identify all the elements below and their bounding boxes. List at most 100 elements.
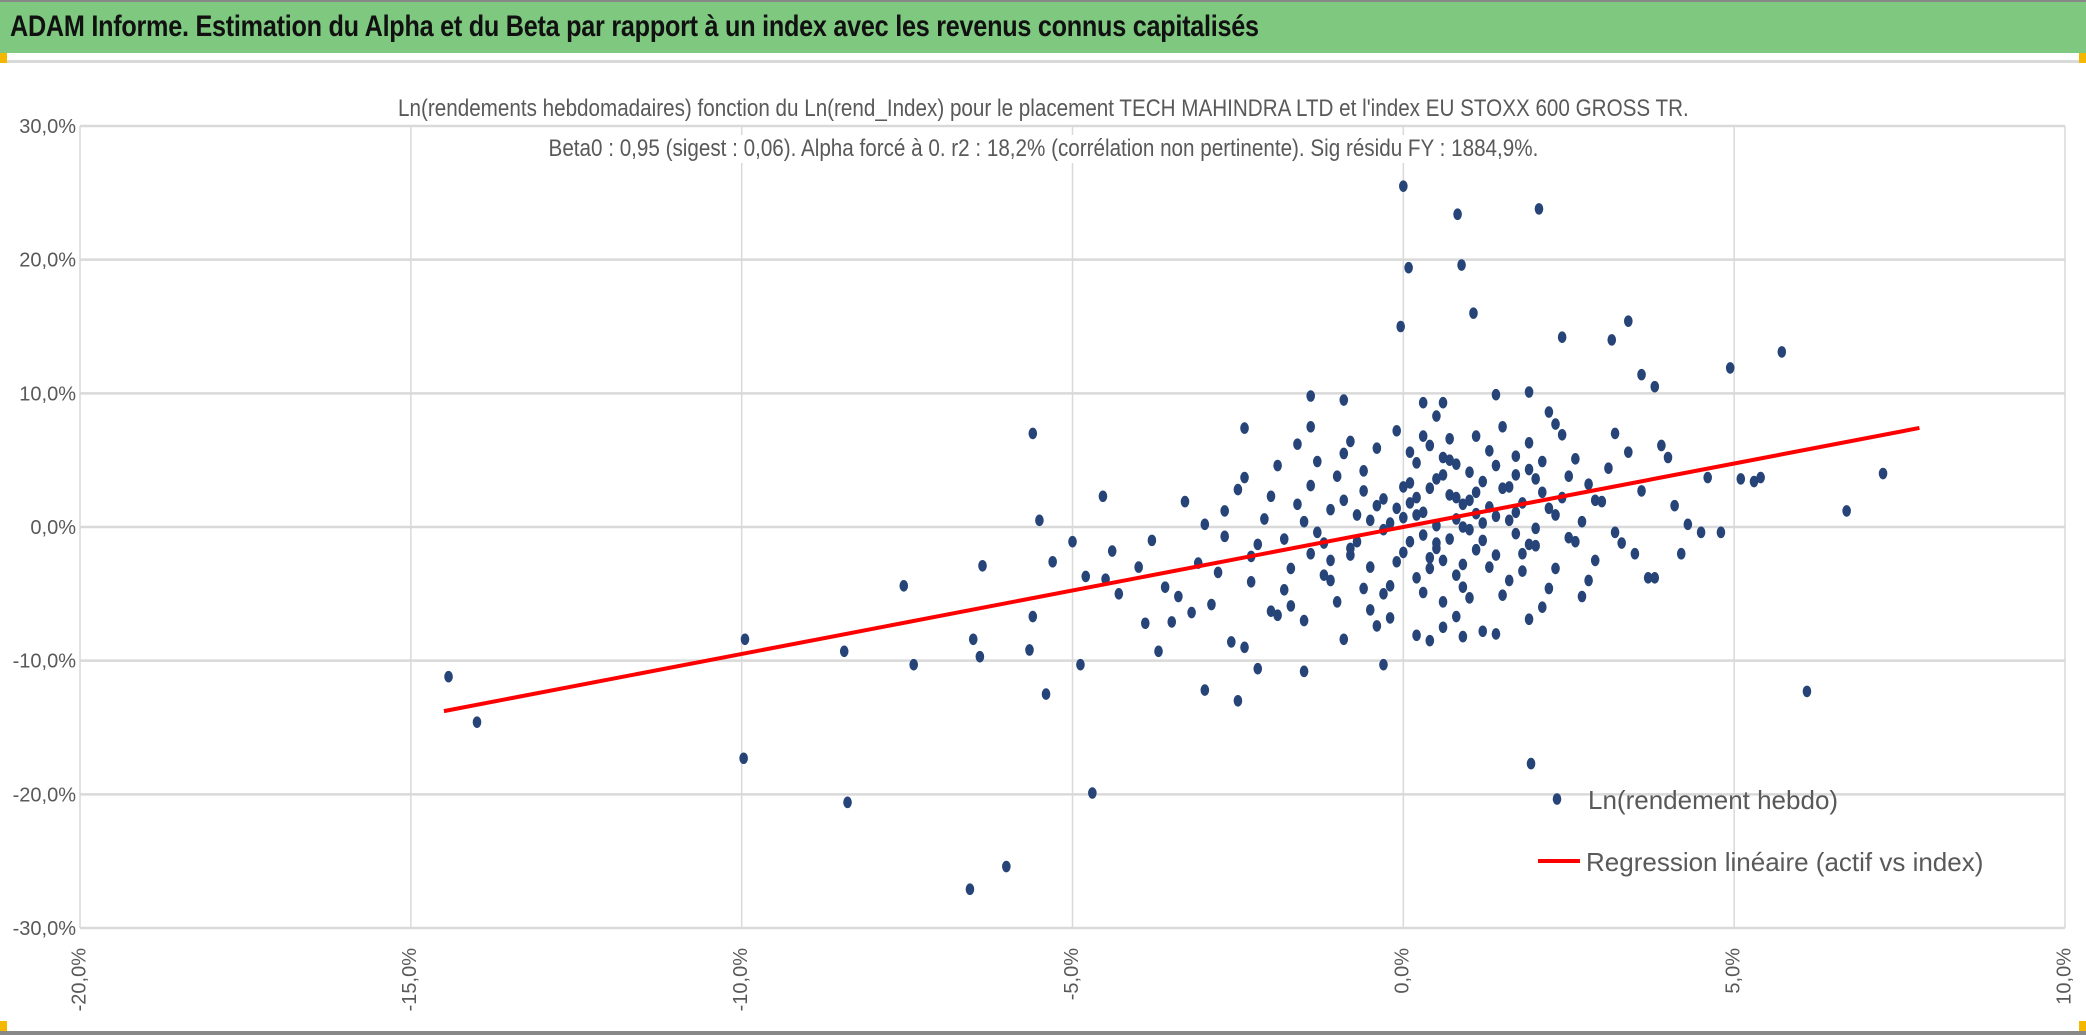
data-point xyxy=(1777,346,1787,358)
data-point xyxy=(1432,542,1441,555)
report-title: ADAM Informe. Estimation du Alpha et du … xyxy=(10,10,1259,43)
data-point xyxy=(1438,596,1448,608)
data-point xyxy=(1266,490,1276,503)
data-point xyxy=(1076,658,1085,671)
data-point xyxy=(1233,694,1243,707)
data-point xyxy=(1412,571,1421,584)
x-tick-label: -5,0% xyxy=(1061,948,1083,1000)
data-point xyxy=(1273,609,1282,622)
data-point xyxy=(1081,570,1091,583)
regression-line xyxy=(443,425,1920,714)
data-point xyxy=(1352,509,1362,521)
data-point xyxy=(1518,547,1527,560)
report-header: ADAM Informe. Estimation du Alpha et du … xyxy=(0,2,2086,53)
data-point xyxy=(1551,562,1560,575)
data-point xyxy=(1425,634,1435,647)
data-point xyxy=(1624,446,1633,458)
data-point xyxy=(1637,485,1646,497)
x-tick-label: -15,0% xyxy=(399,948,421,1012)
data-point xyxy=(1299,614,1309,627)
data-point xyxy=(1557,428,1567,441)
data-point xyxy=(1359,582,1368,595)
x-tick-label: -10,0% xyxy=(730,948,752,1012)
data-point xyxy=(1526,757,1536,770)
data-point xyxy=(1471,543,1481,556)
data-point xyxy=(1412,629,1421,642)
data-point xyxy=(1471,430,1481,442)
data-point xyxy=(1511,469,1521,481)
chart-subtitle-wrap: Beta0 : 0,95 (sigest : 0,06). Alpha forc… xyxy=(0,135,2086,163)
data-point xyxy=(1405,497,1415,509)
data-point xyxy=(1306,547,1315,560)
data-point xyxy=(1167,616,1177,628)
data-point xyxy=(1240,422,1249,434)
data-point xyxy=(1457,259,1466,271)
data-point xyxy=(1048,555,1057,568)
data-point xyxy=(1412,509,1421,521)
data-point xyxy=(1233,483,1243,496)
data-point xyxy=(1524,463,1534,476)
x-tick-label: 0,0% xyxy=(1392,948,1414,994)
data-point xyxy=(1418,430,1428,442)
data-point xyxy=(1425,482,1435,495)
data-point xyxy=(1425,439,1435,452)
data-point xyxy=(1584,478,1593,491)
data-point xyxy=(1286,600,1296,612)
data-point xyxy=(1319,569,1329,581)
data-point xyxy=(1399,511,1408,524)
data-point xyxy=(1878,467,1888,480)
data-point xyxy=(1418,529,1428,541)
data-point xyxy=(1273,459,1282,472)
selection-handle-top-left[interactable] xyxy=(0,53,7,63)
data-point xyxy=(1107,545,1117,557)
data-point xyxy=(1643,571,1653,584)
data-point xyxy=(1299,515,1309,528)
selection-handle-top-right[interactable] xyxy=(2079,53,2086,63)
data-point xyxy=(1458,581,1468,593)
data-point xyxy=(1346,549,1355,561)
data-point xyxy=(1240,641,1249,654)
data-point xyxy=(1657,439,1666,452)
data-point xyxy=(1531,473,1540,485)
data-point xyxy=(1399,180,1408,192)
data-point xyxy=(1458,630,1468,643)
data-point xyxy=(1339,494,1349,507)
data-point xyxy=(1571,535,1580,548)
data-point xyxy=(1339,633,1349,646)
data-point xyxy=(1524,436,1534,449)
data-point xyxy=(1140,617,1150,630)
data-point xyxy=(1458,498,1468,511)
data-point xyxy=(1683,518,1693,531)
data-point xyxy=(1266,605,1276,618)
selection-handle-bottom-left[interactable] xyxy=(0,1021,7,1031)
data-point xyxy=(1749,475,1759,488)
data-point xyxy=(1220,505,1229,517)
data-point xyxy=(1405,446,1415,458)
data-point xyxy=(1379,588,1388,600)
data-point xyxy=(1544,582,1554,595)
data-point xyxy=(1432,473,1441,485)
data-point xyxy=(1438,396,1448,409)
data-point xyxy=(1725,362,1735,374)
data-point xyxy=(1392,502,1402,515)
data-point xyxy=(1491,510,1501,523)
data-point xyxy=(1564,470,1574,483)
data-point xyxy=(1624,315,1633,327)
data-point xyxy=(1703,471,1712,484)
data-point xyxy=(1590,554,1600,567)
data-point xyxy=(1650,571,1660,584)
legend-marker-points xyxy=(1552,793,1562,805)
selection-handle-bottom-right[interactable] xyxy=(2079,1021,2086,1031)
data-point xyxy=(472,716,482,728)
chart-subtitle: Beta0 : 0,95 (sigest : 0,06). Alpha forc… xyxy=(541,135,1545,163)
data-point xyxy=(1200,518,1210,531)
data-point xyxy=(1313,455,1322,468)
data-point xyxy=(1485,445,1494,457)
data-point xyxy=(1405,535,1415,548)
data-point xyxy=(1491,388,1501,401)
data-point xyxy=(1392,555,1402,568)
data-point xyxy=(1068,535,1077,548)
data-point xyxy=(1299,665,1309,678)
data-point xyxy=(1544,502,1554,515)
